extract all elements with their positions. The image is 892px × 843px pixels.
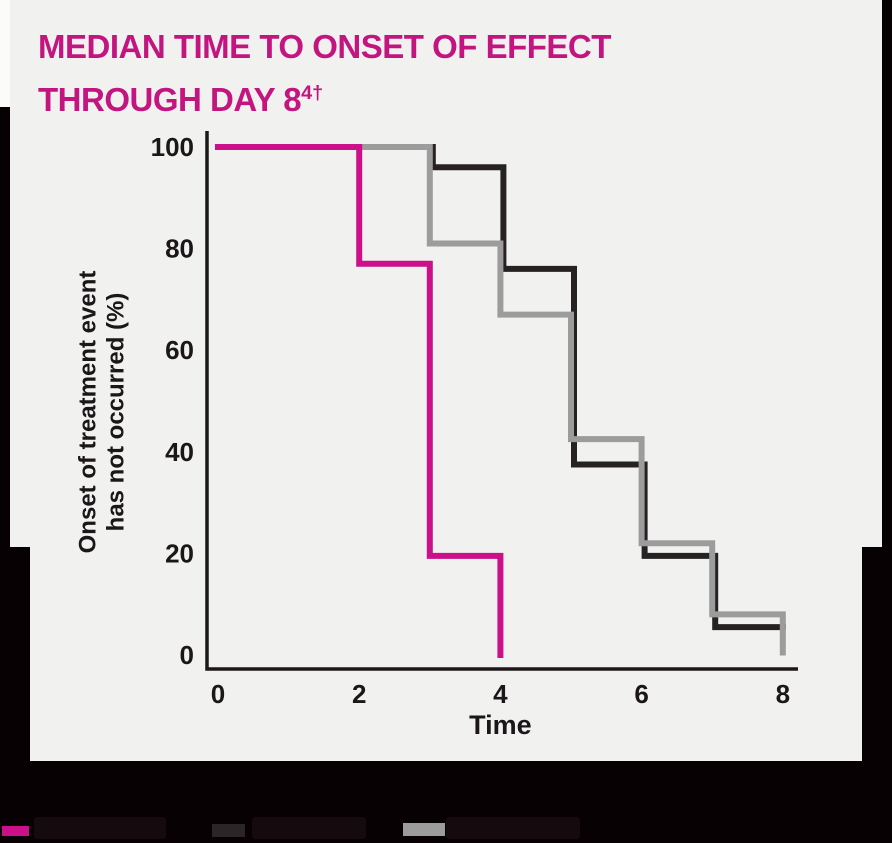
content-card-lower (30, 547, 862, 761)
legend-item-gray-label-redacted (446, 817, 580, 839)
y-tick-label: 100 (151, 132, 194, 162)
y-tick-label: 60 (165, 335, 194, 365)
y-tick-label: 80 (165, 234, 194, 264)
chart-legend (0, 814, 892, 843)
x-axis-title: Time (469, 710, 532, 740)
x-tick-label: 6 (634, 679, 648, 709)
chart-title-line1: MEDIAN TIME TO ONSET OF EFFECT (38, 28, 611, 65)
title-superscript: 4† (301, 82, 324, 104)
step-chart: 100 80 60 40 20 00 2 4 6 8 Time Onset of treatment … (75, 131, 798, 740)
chart-title: MEDIAN TIME TO ONSET OF EFFECT THROUGH D… (38, 24, 611, 123)
series-gray-line (215, 144, 786, 656)
chart-title-line2: THROUGH DAY 84† (38, 81, 324, 118)
legend-item-pink-swatch (2, 826, 29, 836)
legend-item-pink-label-redacted (34, 817, 166, 839)
y-tick-label: 40 (165, 437, 194, 467)
x-tick-label: 2 (352, 679, 366, 709)
content-card-upper (10, 0, 882, 547)
x-tick-label: 8 (776, 679, 790, 709)
legend-item-black-label-redacted (252, 817, 366, 839)
y-tick-label: 20 (165, 538, 194, 568)
series-pink-line (215, 144, 504, 658)
y-tick-label: 0 (180, 640, 194, 670)
legend-item-gray-swatch (403, 823, 445, 836)
x-tick-label: 0 (211, 679, 225, 709)
y-axis-title-line: Onset of treatment event (75, 271, 102, 554)
y-axis-title-line: has not occurred (%) (103, 293, 130, 532)
page-edge-sliver (0, 0, 10, 107)
x-tick-label: 4 (493, 679, 508, 709)
legend-item-black-swatch (212, 824, 245, 837)
axis-lines (205, 131, 798, 671)
